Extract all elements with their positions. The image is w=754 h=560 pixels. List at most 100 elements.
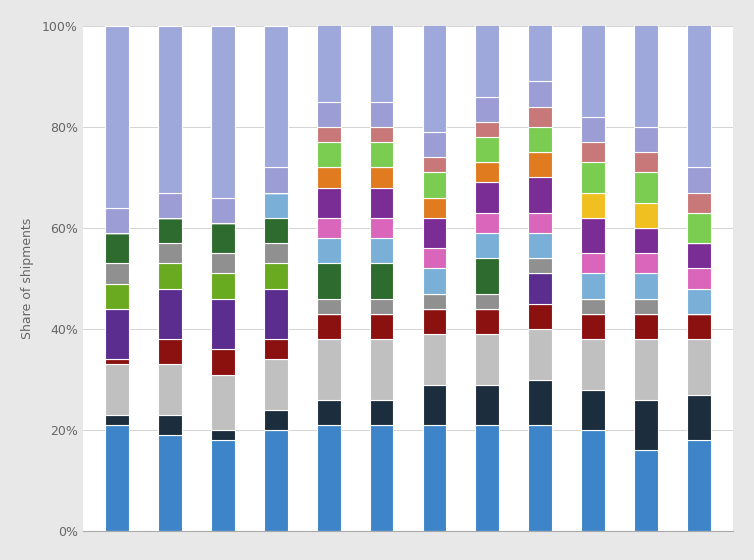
Bar xyxy=(211,430,235,440)
Bar xyxy=(476,334,499,385)
Bar xyxy=(581,314,605,339)
Bar xyxy=(634,253,657,273)
Bar xyxy=(529,425,552,531)
Bar xyxy=(158,415,182,435)
Bar xyxy=(264,430,288,531)
Bar xyxy=(369,101,394,127)
Bar xyxy=(369,167,394,188)
Bar xyxy=(581,253,605,273)
Bar xyxy=(264,339,288,360)
Bar xyxy=(581,430,605,531)
Bar xyxy=(634,298,657,314)
Bar xyxy=(529,233,552,258)
Bar xyxy=(264,26,288,167)
Bar xyxy=(634,314,657,339)
Bar xyxy=(529,81,552,107)
Bar xyxy=(476,293,499,309)
Bar xyxy=(634,339,657,400)
Bar xyxy=(529,273,552,304)
Bar xyxy=(264,167,288,193)
Bar xyxy=(211,198,235,223)
Bar xyxy=(687,339,711,395)
Bar xyxy=(476,258,499,293)
Bar xyxy=(317,425,341,531)
Bar xyxy=(476,0,499,96)
Bar xyxy=(529,304,552,329)
Bar xyxy=(369,400,394,425)
Bar xyxy=(422,334,446,385)
Bar xyxy=(422,309,446,334)
Bar xyxy=(581,193,605,218)
Bar xyxy=(529,258,552,273)
Bar xyxy=(106,425,129,531)
Bar xyxy=(369,188,394,218)
Bar xyxy=(317,218,341,238)
Bar xyxy=(369,314,394,339)
Bar xyxy=(476,233,499,258)
Bar xyxy=(581,142,605,162)
Bar xyxy=(529,178,552,213)
Bar xyxy=(317,167,341,188)
Bar xyxy=(317,400,341,425)
Bar xyxy=(422,172,446,198)
Bar xyxy=(476,213,499,233)
Bar xyxy=(158,365,182,415)
Bar xyxy=(211,298,235,349)
Bar xyxy=(106,283,129,309)
Bar xyxy=(317,339,341,400)
Bar xyxy=(317,101,341,127)
Bar xyxy=(581,390,605,430)
Bar xyxy=(106,26,129,208)
Bar xyxy=(634,203,657,228)
Bar xyxy=(317,188,341,218)
Bar xyxy=(687,288,711,314)
Bar xyxy=(581,218,605,253)
Bar xyxy=(581,298,605,314)
Bar xyxy=(687,0,711,167)
Bar xyxy=(581,339,605,390)
Bar xyxy=(422,218,446,248)
Bar xyxy=(158,263,182,288)
Bar xyxy=(369,127,394,142)
Bar xyxy=(476,96,499,122)
Bar xyxy=(422,132,446,157)
Bar xyxy=(422,268,446,293)
Bar xyxy=(687,243,711,268)
Bar xyxy=(264,360,288,410)
Bar xyxy=(634,0,657,127)
Bar xyxy=(264,263,288,288)
Y-axis label: Share of shipments: Share of shipments xyxy=(21,218,34,339)
Bar xyxy=(369,142,394,167)
Bar xyxy=(476,385,499,425)
Bar xyxy=(687,440,711,531)
Bar xyxy=(106,263,129,283)
Bar xyxy=(529,127,552,152)
Bar xyxy=(634,172,657,203)
Bar xyxy=(264,218,288,243)
Bar xyxy=(476,122,499,137)
Bar xyxy=(634,400,657,450)
Bar xyxy=(529,213,552,233)
Bar xyxy=(369,218,394,238)
Bar xyxy=(369,263,394,298)
Bar xyxy=(422,385,446,425)
Bar xyxy=(529,329,552,380)
Bar xyxy=(581,162,605,193)
Bar xyxy=(317,298,341,314)
Bar xyxy=(211,440,235,531)
Bar xyxy=(369,298,394,314)
Bar xyxy=(476,309,499,334)
Bar xyxy=(581,117,605,142)
Bar xyxy=(211,273,235,298)
Bar xyxy=(158,26,182,193)
Bar xyxy=(106,360,129,365)
Bar xyxy=(422,198,446,218)
Bar xyxy=(687,395,711,440)
Bar xyxy=(529,152,552,178)
Bar xyxy=(211,349,235,375)
Bar xyxy=(317,142,341,167)
Bar xyxy=(529,0,552,81)
Bar xyxy=(106,365,129,415)
Bar xyxy=(158,193,182,218)
Bar xyxy=(422,248,446,268)
